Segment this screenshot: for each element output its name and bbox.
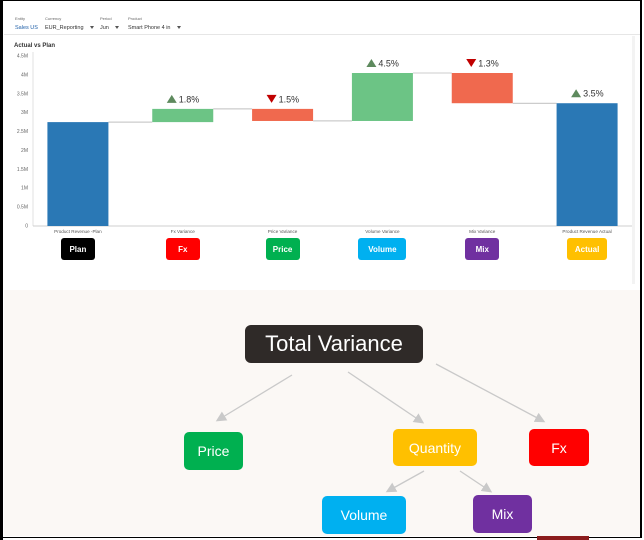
filter-period-label: Period [100,16,112,21]
partial-node-edge [537,536,589,540]
filter-period-value-wrap: Jun [100,25,119,31]
legend-tag-fx: Fx [165,238,200,260]
dashboard-panel [4,6,640,288]
chevron-down-icon [89,26,94,30]
filter-product-label: Product [128,16,142,21]
node-volume[interactable]: Volume [322,496,406,534]
y-tick-label: 3M [21,110,28,116]
waterfall-bar-3[interactable] [252,108,314,121]
filter-currency-value: EUR_Reporting [45,25,84,31]
chart-title: Actual vs Plan [14,43,56,49]
y-tick-label: 2M [21,148,28,154]
waterfall-chart: 0 0.5M 1M 1.5M 2M 2.5M 3M 3.5M 4M 4.5M Product Rev… [17,52,632,234]
y-tick-label: 0 [25,224,28,230]
chevron-down-icon [176,26,181,30]
increase-arrow-icon [366,59,377,67]
x-tick-label: Product Revenue Actual [562,229,611,234]
filter-currency-label: Currency [45,16,62,21]
filter-entity-label: Entity [15,16,26,21]
filter-product-value-wrap: Smart Phone 4 in [128,25,181,31]
y-tick-label: 4M [21,72,28,78]
x-tick-label: Mix Variance [469,229,496,234]
variance-percent-label: 4.5% [378,59,399,69]
filter-entity-value: Sales US [15,25,38,31]
x-tick-label: Volume Variance [365,229,400,234]
filter-entity[interactable]: Entity Sales US [15,16,38,31]
legend-tag-actual: Actual [567,238,608,260]
increase-arrow-icon [166,94,177,103]
connector-quantity-mix [459,470,493,493]
filter-currency-value-wrap: EUR_Reporting [45,25,94,31]
increase-arrow-icon [571,89,582,98]
x-tick-label: Fx Variance [171,229,196,234]
legend-tag-price: Price [265,238,300,260]
filter-product-value: Smart Phone 4 in [128,25,171,31]
y-tick-label: 3.5M [17,91,28,97]
chart-scrollbar[interactable] [632,36,635,284]
connector-total-fx [435,363,546,423]
connector-total-price [215,374,293,422]
chevron-down-icon [114,26,119,30]
variance-percent-label: 1.5% [279,94,300,104]
legend-tag-plan: Plan [60,238,95,260]
y-tick-label: 0.5M [17,205,28,211]
legend-tag-volume: Volume [358,238,407,260]
filter-period[interactable]: Period Jun [100,16,119,31]
waterfall-bar-1[interactable] [47,122,109,226]
connector-total-quantity [347,371,425,424]
connector-quantity-volume [385,470,425,493]
x-tick-label: Price Variance [268,229,298,234]
decrease-arrow-icon [266,94,277,103]
node-mix[interactable]: Mix [473,495,532,533]
x-tick-label: Product Revenue -Plan [54,229,102,234]
waterfall-bar-4[interactable] [351,73,413,121]
node-price[interactable]: Price [184,432,243,470]
y-tick-label: 4.5M [17,54,28,60]
filter-period-value: Jun [100,25,109,31]
node-total-variance[interactable]: Total Variance [245,325,423,363]
y-tick-label: 1.5M [17,167,28,173]
y-tick-label: 2.5M [17,129,28,135]
decrease-arrow-icon [466,59,477,67]
filter-product[interactable]: Product Smart Phone 4 in [128,16,181,31]
node-fx[interactable]: Fx [529,429,589,466]
variance-percent-label: 3.5% [583,89,604,99]
variance-percent-label: 1.8% [179,94,200,104]
waterfall-bar-5[interactable] [451,73,513,104]
node-quantity[interactable]: Quantity [393,429,477,466]
y-tick-label: 1M [21,186,28,192]
left-border [0,0,3,540]
waterfall-bar-6[interactable] [556,103,618,226]
waterfall-bar-2[interactable] [152,108,214,123]
variance-percent-label: 1.3% [478,59,499,69]
filter-currency[interactable]: Currency EUR_Reporting [45,16,94,31]
legend-tag-mix: Mix [465,238,500,260]
filter-divider [4,34,640,35]
